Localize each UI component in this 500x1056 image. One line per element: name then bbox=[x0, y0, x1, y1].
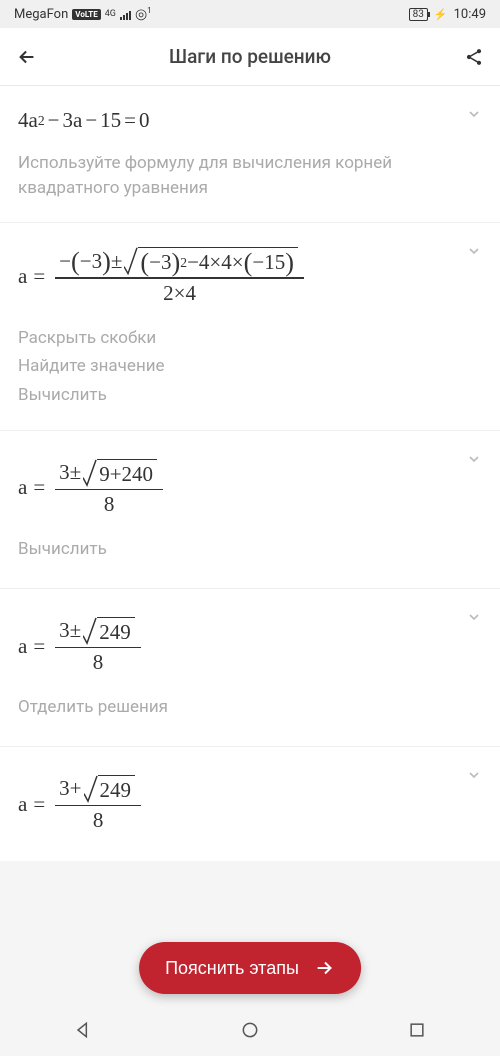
share-button[interactable] bbox=[444, 47, 484, 67]
nav-recent-button[interactable] bbox=[407, 1020, 427, 1044]
volte-badge: VoLTE bbox=[72, 9, 100, 20]
hint-2c: Вычислить bbox=[18, 383, 482, 408]
chevron-down-icon bbox=[466, 767, 482, 783]
step-1[interactable]: 4a2 −3a −15 =0 Используйте формулу для в… bbox=[0, 86, 500, 223]
equation-3: a= 3 ± 9 + 240 8 bbox=[18, 457, 482, 520]
signal-icon bbox=[120, 9, 131, 20]
triangle-back-icon bbox=[73, 1020, 93, 1040]
circle-home-icon bbox=[240, 1020, 260, 1040]
status-right: 83 ⚡ 10:49 bbox=[409, 7, 486, 22]
step-2[interactable]: a= −(−3)± (−3)2 −4×4×(−15) 2 × 4 Раскрыт… bbox=[0, 223, 500, 430]
hint-4: Отделить решения bbox=[18, 695, 482, 720]
arrow-left-icon bbox=[16, 46, 38, 68]
charging-icon: ⚡ bbox=[434, 8, 448, 21]
chevron-down-icon bbox=[466, 609, 482, 625]
network-label: 4G bbox=[105, 9, 116, 19]
step-3[interactable]: a= 3 ± 9 + 240 8 Вычислить bbox=[0, 431, 500, 589]
content-area: 4a2 −3a −15 =0 Используйте формулу для в… bbox=[0, 86, 500, 861]
back-button[interactable] bbox=[16, 46, 56, 68]
hotspot-icon: ◎1 bbox=[135, 6, 152, 23]
chevron-down-icon bbox=[466, 451, 482, 467]
nav-back-button[interactable] bbox=[73, 1020, 93, 1044]
page-title: Шаги по решению bbox=[56, 45, 444, 68]
explain-steps-button[interactable]: Пояснить этапы bbox=[139, 942, 361, 994]
square-recent-icon bbox=[407, 1020, 427, 1040]
nav-home-button[interactable] bbox=[240, 1020, 260, 1044]
chevron-down-icon bbox=[466, 106, 482, 122]
equation-4: a= 3 ± 249 8 bbox=[18, 615, 482, 678]
status-left: MegaFon VoLTE 4G ◎1 bbox=[14, 6, 152, 23]
app-bar: Шаги по решению bbox=[0, 28, 500, 86]
arrow-right-icon bbox=[313, 957, 335, 979]
hint-2a: Раскрыть скобки bbox=[18, 326, 482, 351]
chevron-down-icon bbox=[466, 243, 482, 259]
explain-button-label: Пояснить этапы bbox=[165, 958, 299, 979]
hint-3: Вычислить bbox=[18, 537, 482, 562]
equation-5: a= 3 + 249 8 bbox=[18, 773, 482, 836]
carrier-label: MegaFon bbox=[14, 7, 68, 22]
equation-2: a= −(−3)± (−3)2 −4×4×(−15) 2 × 4 bbox=[18, 245, 482, 308]
hint-2b: Найдите значение bbox=[18, 354, 482, 379]
system-nav-bar bbox=[0, 1008, 500, 1056]
hint-1: Используйте формулу для вычисления корне… bbox=[18, 151, 482, 200]
equation-1: 4a2 −3a −15 =0 bbox=[18, 108, 482, 133]
share-icon bbox=[464, 47, 484, 67]
step-4[interactable]: a= 3 ± 249 8 Отделить решения bbox=[0, 589, 500, 747]
clock-label: 10:49 bbox=[454, 7, 486, 22]
battery-icon: 83 bbox=[409, 8, 428, 21]
step-5[interactable]: a= 3 + 249 8 bbox=[0, 747, 500, 862]
status-bar: MegaFon VoLTE 4G ◎1 83 ⚡ 10:49 bbox=[0, 0, 500, 28]
